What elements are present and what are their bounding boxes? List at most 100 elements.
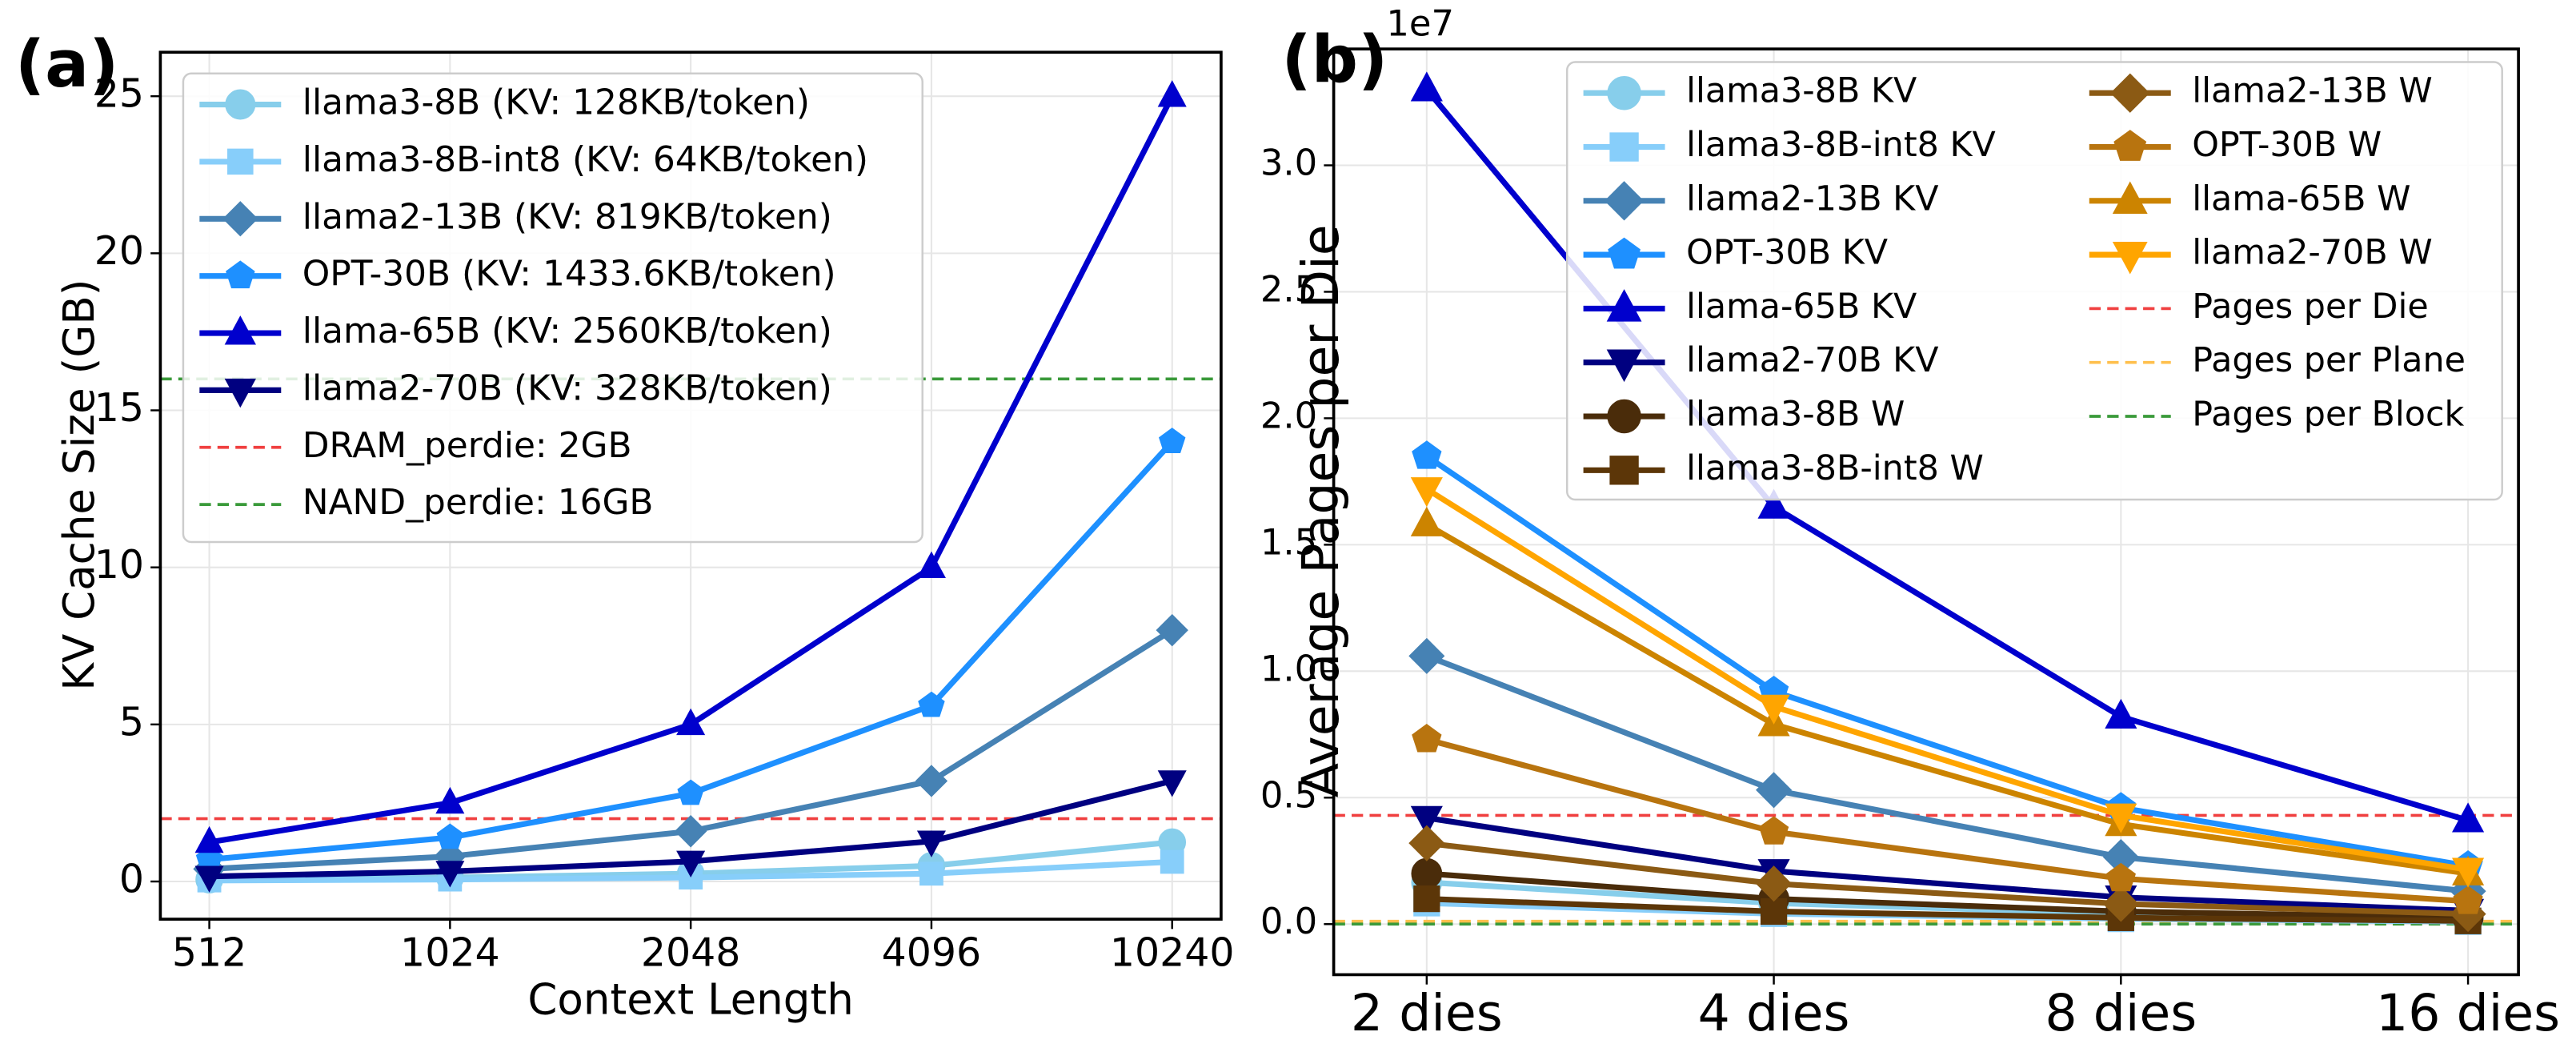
- panel-label: (a): [15, 26, 119, 102]
- legend-marker: [222, 201, 258, 237]
- data-point: [1410, 506, 1443, 536]
- y-tick-label: 0.5: [1260, 773, 1317, 816]
- data-point: [194, 865, 224, 893]
- legend-marker: [1609, 132, 1639, 162]
- plot-frame: [1332, 47, 2520, 977]
- y-axis-label: Average Pages per Die: [1291, 224, 1350, 797]
- legend-marker: [1606, 289, 1642, 322]
- y-tick-label: 5: [119, 699, 144, 745]
- legend-label: llama2-70B (KV: 328KB/token): [302, 367, 832, 408]
- legend-marker: [225, 89, 256, 120]
- data-point: [1756, 865, 1793, 902]
- data-point: [1410, 477, 1443, 508]
- x-axis-label: Context Length: [527, 975, 853, 1025]
- y-tick-label: 2.5: [1260, 267, 1317, 310]
- legend-label: llama3-8B (KV: 128KB/token): [302, 82, 810, 123]
- data-point: [1156, 613, 1188, 647]
- x-tick-label: 16 dies: [2376, 983, 2560, 1040]
- legend-marker: [1609, 456, 1639, 485]
- legend-label: llama3-8B-int8 KV: [1686, 125, 1996, 165]
- data-point: [676, 850, 706, 877]
- data-point: [1158, 428, 1186, 453]
- legend-marker: [227, 148, 254, 175]
- y-tick-label: 20: [94, 228, 144, 274]
- x-tick-label: 8 dies: [2045, 983, 2197, 1040]
- legend-marker: [226, 260, 255, 289]
- data-point: [1408, 637, 1445, 674]
- legend-label: llama2-13B (KV: 819KB/token): [302, 196, 832, 237]
- series-line: [1426, 870, 2469, 921]
- data-point: [436, 823, 464, 849]
- y-tick-label: 25: [94, 71, 144, 117]
- series-line: [1425, 653, 2469, 894]
- legend-label: NAND_perdie: 16GB: [302, 482, 654, 523]
- data-point: [1408, 825, 1445, 861]
- data-point: [194, 825, 224, 853]
- data-point: [1757, 694, 1790, 725]
- data-point: [1160, 849, 1184, 874]
- plot-frame: [158, 50, 1223, 921]
- legend-box: [182, 72, 923, 544]
- x-tick-label: 4096: [882, 930, 982, 975]
- legend-marker: [2112, 181, 2148, 214]
- legend-box: [1565, 61, 2503, 501]
- y-axis-label: KV Cache Size (GB): [54, 279, 104, 691]
- data-point: [2102, 885, 2139, 922]
- series-line: [1424, 453, 2469, 869]
- data-point: [1157, 770, 1187, 797]
- legend-marker: [2112, 241, 2148, 275]
- data-point: [1413, 885, 1440, 913]
- y-tick-label: 0.0: [1260, 900, 1317, 942]
- y-tick-label: 0: [119, 857, 144, 902]
- panel-label: (b): [1281, 22, 1388, 98]
- y-tick-label: 3.0: [1260, 141, 1317, 183]
- data-point: [1412, 724, 1442, 753]
- data-point: [1411, 857, 1443, 889]
- legend-label: Pages per Block: [2192, 395, 2464, 435]
- legend-label: llama3-8B KV: [1686, 71, 1917, 111]
- legend-label: llama3-8B-int8 (KV: 64KB/token): [302, 139, 868, 180]
- series-line: [1426, 815, 2469, 914]
- legend-marker: [1604, 181, 1645, 221]
- legend-label: OPT-30B (KV: 1433.6KB/token): [302, 254, 836, 295]
- legend-label: llama-65B KV: [1686, 287, 1917, 327]
- data-point: [2452, 802, 2485, 833]
- data-point: [435, 861, 465, 888]
- data-point: [677, 779, 704, 805]
- series-line: [1425, 522, 2469, 877]
- data-point: [1758, 816, 1789, 845]
- legend-label: DRAM_perdie: 2GB: [302, 425, 632, 466]
- x-tick-label: 2 dies: [1351, 983, 1503, 1040]
- legend-marker: [2113, 130, 2147, 161]
- data-point: [2105, 862, 2136, 892]
- legend-marker: [2110, 73, 2150, 113]
- legend-marker: [224, 378, 256, 408]
- data-point: [1157, 80, 1187, 107]
- series-line: [1426, 840, 2469, 918]
- data-point: [1760, 897, 1788, 926]
- y-tick-label: 1.0: [1260, 647, 1317, 689]
- legend-marker: [224, 315, 256, 345]
- legend-label: llama2-70B KV: [1686, 340, 1938, 380]
- y-tick-label: 2.0: [1260, 394, 1317, 436]
- series-line: [1425, 737, 2469, 905]
- data-point: [1410, 805, 1443, 836]
- legend-label: llama2-13B KV: [1686, 179, 1938, 219]
- legend-label: llama2-13B W: [2192, 71, 2432, 111]
- x-tick-label: 1024: [400, 930, 500, 975]
- legend-label: OPT-30B KV: [1686, 233, 1888, 273]
- data-point: [2105, 803, 2137, 833]
- legend-label: llama-65B (KV: 2560KB/token): [302, 311, 832, 351]
- data-point: [2105, 698, 2137, 729]
- data-point: [1410, 71, 1443, 102]
- legend-label: Pages per Plane: [2192, 340, 2466, 380]
- data-point: [435, 786, 465, 814]
- data-point: [919, 861, 943, 886]
- axis-offset-label: 1e7: [1386, 2, 1454, 45]
- data-point: [916, 551, 946, 578]
- data-point: [2452, 857, 2485, 888]
- series-line: [1426, 896, 2469, 924]
- legend-label: llama-65B W: [2192, 179, 2410, 219]
- legend-label: llama3-8B W: [1686, 395, 1905, 435]
